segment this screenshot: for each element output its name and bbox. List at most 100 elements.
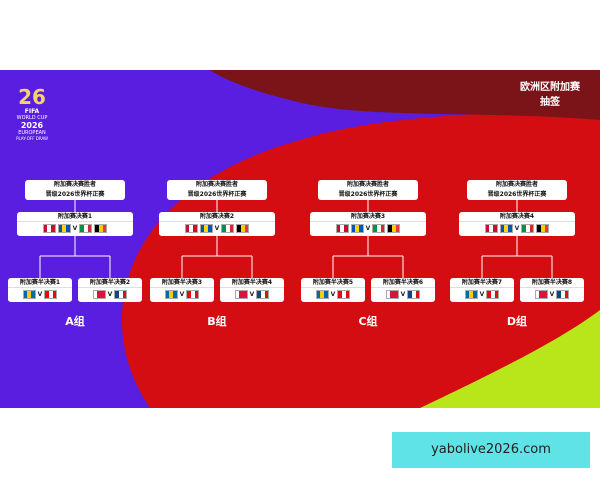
logo-line: EUROPEAN [18,130,46,136]
group-label: A组 [65,315,85,328]
flag [372,224,386,233]
flag [57,224,71,233]
semi-box: 附加赛半决赛7 V [450,278,514,302]
flag [22,290,36,299]
flag [79,224,93,233]
flag [407,290,421,299]
final-box: 附加赛决赛4 V [459,212,575,236]
flag [199,224,213,233]
semi-box: 附加赛半决赛8 V [520,278,584,302]
semi-box: 附加赛半决赛1 V [8,278,72,302]
flag [236,224,250,233]
semi-box: 附加赛半决赛5 V [301,278,365,302]
versus: V [72,225,78,232]
winner-box: 附加赛决赛胜者晋级2026世界杯正赛 [318,180,418,200]
logo-line: PLAY-OFF DRAW [16,136,48,141]
semi-box: 附加赛半决赛4 V [220,278,284,302]
semi-title: 附加赛半决赛8 [531,279,573,286]
semi-title: 附加赛半决赛6 [382,279,424,286]
match-row: V [220,287,284,301]
flag [315,290,329,299]
winner-line: 附加赛决赛胜者 [195,181,238,188]
match-row: V [301,287,365,301]
flag [221,224,235,233]
logo-line: WORLD CUP [16,115,48,121]
flag [184,224,198,233]
semi-title: 附加赛半决赛5 [312,279,354,286]
flag [92,290,106,299]
match-row: V [450,287,514,301]
winner-box: 附加赛决赛胜者晋级2026世界杯正赛 [167,180,267,200]
flag [536,224,550,233]
flag [164,290,178,299]
match-row: V [78,287,142,301]
logo-mark: 26 [18,85,46,109]
match-row: V [520,287,584,301]
semi-box: 附加赛半决赛6 V [371,278,435,302]
match-row: V [459,221,575,235]
winner-box: 附加赛决赛胜者晋级2026世界杯正赛 [25,180,125,200]
flag [114,290,128,299]
flag [486,290,500,299]
flag [484,224,498,233]
logo: 26 FIFA WORLD CUP 2026 EUROPEAN PLAY-OFF… [10,86,54,141]
versus: V [549,291,555,298]
match-row: V [150,287,214,301]
versus: V [37,291,43,298]
match-row: V [310,221,426,235]
versus: V [107,291,113,298]
versus: V [400,291,406,298]
versus: V [179,291,185,298]
versus: V [249,291,255,298]
winner-line: 附加赛决赛胜者 [53,181,96,188]
winner-line: 晋级2026世界杯正赛 [187,191,247,198]
winner-line: 晋级2026世界杯正赛 [45,191,105,198]
match-row: V [8,287,72,301]
versus: V [330,291,336,298]
flag [42,224,56,233]
flag [499,224,513,233]
logo-fifa: FIFA [24,108,40,115]
final-box: 附加赛决赛1 V [17,212,133,236]
match-row: V [371,287,435,301]
flag [521,224,535,233]
flag [94,224,108,233]
versus: V [214,225,220,232]
winner-line: 附加赛决赛胜者 [346,181,389,188]
title: 欧洲区附加赛 抽签 [520,80,580,110]
flag [385,290,399,299]
final-title: 附加赛决赛2 [199,213,235,220]
semi-box: 附加赛半决赛2 V [78,278,142,302]
flag [387,224,401,233]
winner-box: 附加赛决赛胜者晋级2026世界杯正赛 [467,180,567,200]
winner-line: 晋级2026世界杯正赛 [338,191,398,198]
semi-title: 附加赛半决赛3 [161,279,203,286]
versus: V [479,291,485,298]
semi-title: 附加赛半决赛4 [231,279,273,286]
title-line: 欧洲区附加赛 [520,82,580,93]
flag [44,290,58,299]
match-row: V [159,221,275,235]
winner-line: 附加赛决赛胜者 [495,181,538,188]
winner-line: 晋级2026世界杯正赛 [487,191,547,198]
flag [534,290,548,299]
group-label: C组 [358,315,378,328]
versus: V [514,225,520,232]
final-title: 附加赛决赛1 [57,213,93,220]
flag [556,290,570,299]
flag [234,290,248,299]
flag [256,290,270,299]
final-title: 附加赛决赛4 [499,213,535,220]
final-box: 附加赛决赛2 V [159,212,275,236]
title-line: 抽签 [540,97,560,108]
final-box: 附加赛决赛3 V [310,212,426,236]
flag [186,290,200,299]
semi-title: 附加赛半决赛7 [461,279,503,286]
semi-title: 附加赛半决赛1 [19,279,61,286]
flag [464,290,478,299]
semi-box: 附加赛半决赛3 V [150,278,214,302]
group-label: D组 [506,315,528,328]
group-label: B组 [207,315,227,328]
